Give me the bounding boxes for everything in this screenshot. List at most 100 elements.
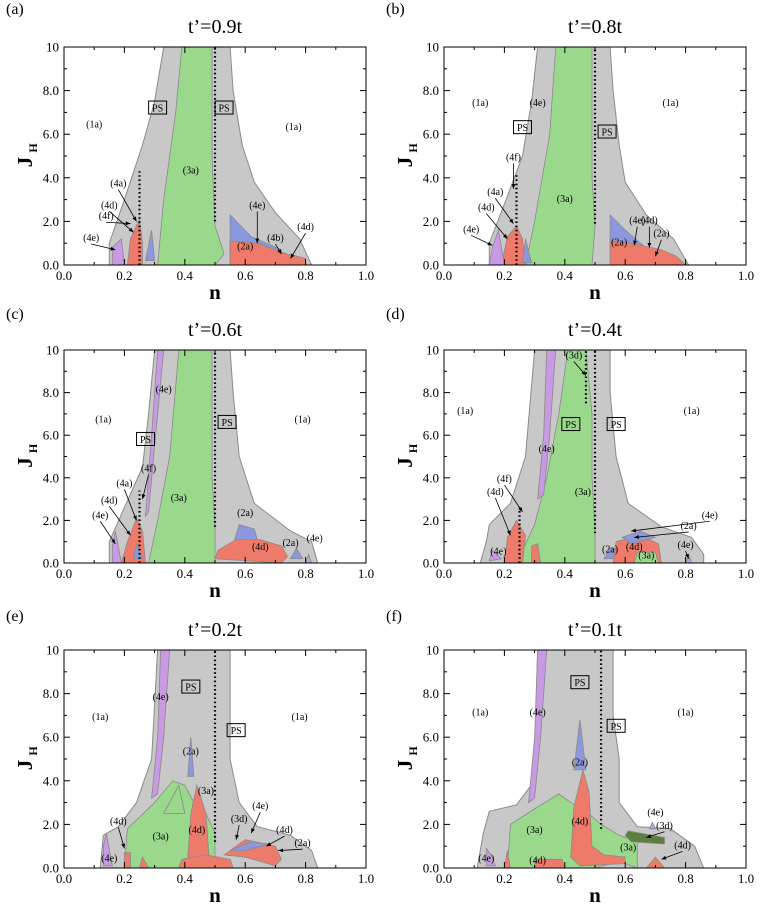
plot-area: [479, 350, 705, 563]
x-tick-label: 0.4: [177, 268, 194, 283]
y-tick-label: 6.0: [423, 127, 439, 142]
y-tick-label: 2.0: [43, 214, 59, 229]
arrow-head: [487, 241, 493, 246]
phase-label: (4e): [153, 692, 169, 703]
panel-title: t’=0.1t: [568, 619, 622, 641]
y-tick-label: 8.0: [423, 686, 439, 701]
phase-label: (3d): [656, 821, 673, 832]
phase-region-purple: [537, 350, 557, 500]
y-tick-label: 4.0: [423, 773, 439, 788]
phase-label: (4d): [487, 487, 504, 498]
arrow-head: [132, 515, 137, 521]
phase-label: (2a): [282, 538, 298, 549]
panel-d: (3a)(4d)(1a) (1a)(3d)(4e)(4f)(4d)(4e) (2a)…: [386, 306, 754, 602]
arrow-head: [111, 538, 116, 544]
x-tick-label: 0.0: [436, 871, 452, 886]
arrow-head: [290, 253, 295, 259]
x-tick-label: 0.8: [297, 268, 313, 283]
arrow-head: [235, 834, 239, 840]
ps-box: [226, 723, 246, 738]
x-axis-label: n: [589, 883, 601, 907]
phase-region-blue: [133, 542, 144, 560]
panel-title: t’=0.8t: [568, 16, 622, 38]
phase-label: (1a): [86, 120, 102, 131]
y-axis-label: J: [13, 760, 37, 771]
panel-title: t’=0.2t: [188, 619, 242, 641]
y-axis-label-group: JH: [393, 746, 420, 771]
phase-region-blue: [573, 719, 587, 771]
ps-label: PS: [611, 722, 622, 733]
phase-label: (1a): [678, 707, 694, 718]
x-tick-label: 0.6: [617, 268, 634, 283]
y-tick-label: 0.0: [43, 556, 59, 571]
x-tick-label: 0.4: [557, 566, 574, 581]
y-axis-label-group: JH: [393, 143, 420, 168]
arrow-head: [132, 216, 137, 222]
phase-label: (4d): [276, 825, 293, 836]
arrow-head: [647, 242, 652, 248]
phase-label: (4e): [83, 233, 99, 244]
y-axis-subscript: H: [406, 443, 420, 453]
phase-region-blue: [289, 547, 304, 560]
label-arrow: [290, 232, 306, 259]
ps-box: [513, 120, 533, 135]
y-tick-label: 8.0: [423, 83, 439, 98]
phase-label: (2a): [572, 758, 588, 769]
phase-region-purple: [151, 650, 171, 800]
phase-region-purple: [685, 553, 693, 563]
ps-box: [597, 124, 617, 139]
phase-label: (4f): [497, 474, 512, 485]
y-tick-label: 0.0: [43, 861, 59, 876]
x-axis-label: n: [589, 578, 601, 602]
phase-region-blue: [187, 737, 195, 777]
phase-label: (3d): [231, 814, 248, 825]
panel-title: t’=0.6t: [188, 319, 242, 341]
phase-label: (4e): [629, 216, 645, 227]
phase-label: (4d): [297, 222, 314, 233]
plot-area: [476, 650, 705, 868]
phase-label: (4e): [252, 801, 268, 812]
region-label: (3a): [183, 165, 199, 176]
phase-label: (1a): [457, 406, 473, 417]
label-arrow: [485, 213, 508, 240]
phase-label: (4e): [530, 707, 546, 718]
y-axis-label-group: JH: [13, 443, 40, 468]
phase-label: (4e): [463, 224, 479, 235]
x-tick-label: 0.4: [557, 268, 574, 283]
phase-label: (2a): [681, 521, 697, 532]
phase-region-blue: [145, 230, 156, 262]
y-axis-label-group: JH: [13, 143, 40, 168]
region-label: (4d): [626, 542, 643, 553]
phase-region-red: [178, 854, 234, 868]
y-tick-label: 2.0: [423, 817, 439, 832]
y-axis-label: J: [13, 157, 37, 168]
phase-label: (1a): [472, 707, 488, 718]
x-tick-label: 0.2: [496, 871, 512, 886]
x-tick-label: 1.0: [358, 566, 374, 581]
phase-label: (4a): [110, 179, 126, 190]
panel-letter: (e): [6, 608, 24, 625]
y-tick-label: 0.0: [43, 258, 59, 273]
y-axis-subscript: H: [26, 746, 40, 756]
panel-b: (3a)(2a)(1a) (1a)(4e)(4f)(4a)(4d)(4e)(4e)…: [386, 1, 754, 304]
phase-label: (4d): [101, 200, 118, 211]
phase-label: (3a): [620, 843, 636, 854]
panel-letter: (f): [386, 608, 402, 625]
x-tick-label: 0.6: [617, 566, 634, 581]
phase-label: (1a): [295, 414, 311, 425]
x-tick-label: 0.6: [617, 871, 634, 886]
ps-box: [214, 100, 234, 115]
region-label: (3a): [557, 194, 573, 205]
phase-region-red: [609, 240, 687, 265]
arrow-head: [278, 848, 284, 853]
y-tick-label: 4.0: [43, 470, 59, 485]
y-tick-label: 2.0: [43, 513, 59, 528]
y-axis-label: J: [393, 457, 417, 468]
phase-region-green: [157, 47, 225, 265]
phase-region-green: [148, 350, 216, 563]
x-tick-label: 0.4: [177, 871, 194, 886]
ps-label: PS: [185, 683, 196, 694]
y-axis-subscript: H: [26, 143, 40, 153]
phase-region-blue: [522, 238, 533, 264]
